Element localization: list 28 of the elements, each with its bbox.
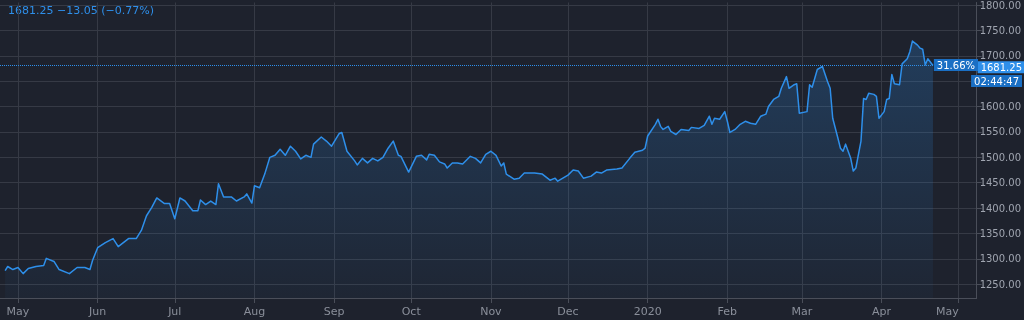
y-tick-label: 1450.00 — [979, 177, 1022, 189]
x-tick-label: Nov — [480, 305, 503, 318]
x-tick-label: Oct — [401, 305, 422, 318]
y-tick-label: 1300.00 — [979, 253, 1022, 265]
annotation: 31.66% — [936, 59, 976, 71]
y-tick-label: 1750.00 — [979, 24, 1022, 36]
y-tick-label: 1800.00 — [979, 0, 1022, 11]
y-tick-label: 1350.00 — [979, 228, 1022, 240]
x-tick-label: 2020 — [633, 305, 662, 318]
x-tick-label: Apr — [872, 305, 892, 318]
y-tick-label: 1400.00 — [979, 202, 1022, 214]
x-tick-label: Feb — [717, 305, 738, 318]
x-tick-label: Jul — [167, 305, 182, 318]
annotation: 02:44:47 — [974, 75, 1020, 87]
y-tick-label: 1600.00 — [979, 101, 1022, 113]
y-tick-label: 1250.00 — [979, 278, 1022, 290]
x-tick-label: Jun — [88, 305, 107, 318]
x-tick-label: Sep — [323, 305, 345, 318]
y-tick-label: 1700.00 — [979, 50, 1022, 62]
x-tick-label: Dec — [557, 305, 579, 318]
x-tick-label: May — [935, 305, 960, 318]
annotation: 1681.25 −13.05 (−0.77%) — [8, 4, 154, 17]
x-tick-label: Aug — [243, 305, 266, 318]
y-tick-label: 1500.00 — [979, 151, 1022, 163]
x-tick-label: May — [6, 305, 30, 318]
y-tick-label: 1550.00 — [979, 126, 1022, 138]
x-tick-label: Mar — [791, 305, 813, 318]
ref-line-label: 1681.25 — [980, 61, 1023, 73]
